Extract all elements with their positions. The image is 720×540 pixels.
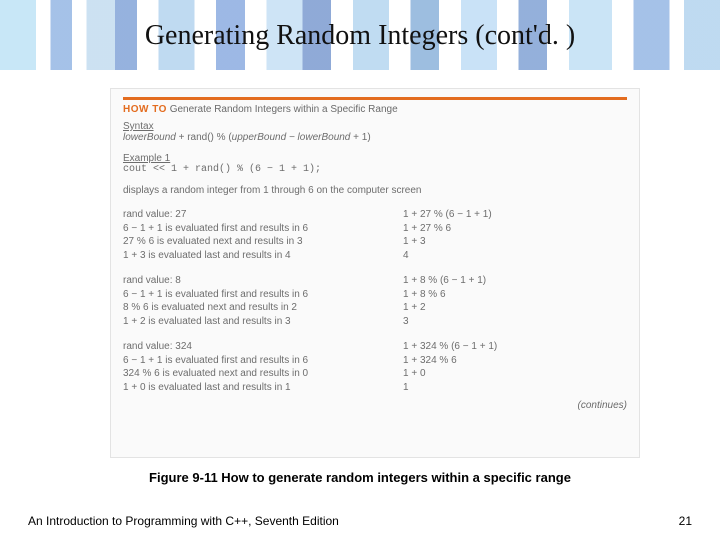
block-l: 1 + 3 is evaluated last and results in 4 xyxy=(123,249,403,263)
syntax-mid2: + 1) xyxy=(350,132,370,143)
block-r: 3 xyxy=(403,315,627,329)
howto-label: HOW TO xyxy=(123,104,167,115)
example-label: Example 1 xyxy=(123,153,627,164)
syntax-mid1: + rand() % ( xyxy=(176,132,232,143)
block-l: 6 − 1 + 1 is evaluated first and results… xyxy=(123,288,403,302)
block-l: 27 % 6 is evaluated next and results in … xyxy=(123,235,403,249)
block-l: 1 + 2 is evaluated last and results in 3 xyxy=(123,315,403,329)
example-code: cout << 1 + rand() % (6 − 1 + 1); xyxy=(123,164,627,175)
block-r: 1 + 2 xyxy=(403,301,627,315)
syntax-upper: upperBound − lowerBound xyxy=(232,132,351,143)
howto-line: HOW TO Generate Random Integers within a… xyxy=(123,104,627,115)
block-r: 1 + 0 xyxy=(403,367,627,381)
block-r: 1 + 3 xyxy=(403,235,627,249)
example-desc: displays a random integer from 1 through… xyxy=(123,185,627,196)
eval-block-2: rand value: 3241 + 324 % (6 − 1 + 1) 6 −… xyxy=(123,340,627,394)
block-l: 1 + 0 is evaluated last and results in 1 xyxy=(123,381,403,395)
block-l: 6 − 1 + 1 is evaluated first and results… xyxy=(123,222,403,236)
footer-left: An Introduction to Programming with C++,… xyxy=(28,514,339,528)
syntax-lower: lowerBound xyxy=(123,132,176,143)
block-r: 1 + 8 % 6 xyxy=(403,288,627,302)
syntax-line: lowerBound + rand() % (upperBound − lowe… xyxy=(123,132,627,143)
block-head: rand value: 8 xyxy=(123,274,403,288)
block-head: rand value: 27 xyxy=(123,208,403,222)
block-head: rand value: 324 xyxy=(123,340,403,354)
howto-text: Generate Random Integers within a Specif… xyxy=(170,104,398,115)
block-r: 1 xyxy=(403,381,627,395)
block-r: 1 + 324 % (6 − 1 + 1) xyxy=(403,340,627,354)
eval-block-1: rand value: 81 + 8 % (6 − 1 + 1) 6 − 1 +… xyxy=(123,274,627,328)
figure-box: HOW TO Generate Random Integers within a… xyxy=(110,88,640,458)
syntax-label: Syntax xyxy=(123,121,627,132)
block-r: 1 + 27 % (6 − 1 + 1) xyxy=(403,208,627,222)
block-r: 4 xyxy=(403,249,627,263)
figure-caption: Figure 9-11 How to generate random integ… xyxy=(0,470,720,485)
eval-block-0: rand value: 271 + 27 % (6 − 1 + 1) 6 − 1… xyxy=(123,208,627,262)
howto-rule xyxy=(123,97,627,100)
page-number: 21 xyxy=(679,514,692,528)
block-l: 8 % 6 is evaluated next and results in 2 xyxy=(123,301,403,315)
block-l: 6 − 1 + 1 is evaluated first and results… xyxy=(123,354,403,368)
block-r: 1 + 324 % 6 xyxy=(403,354,627,368)
slide-title: Generating Random Integers (cont'd. ) xyxy=(0,20,720,52)
block-r: 1 + 8 % (6 − 1 + 1) xyxy=(403,274,627,288)
continues-label: (continues) xyxy=(123,400,627,411)
block-l: 324 % 6 is evaluated next and results in… xyxy=(123,367,403,381)
block-r: 1 + 27 % 6 xyxy=(403,222,627,236)
